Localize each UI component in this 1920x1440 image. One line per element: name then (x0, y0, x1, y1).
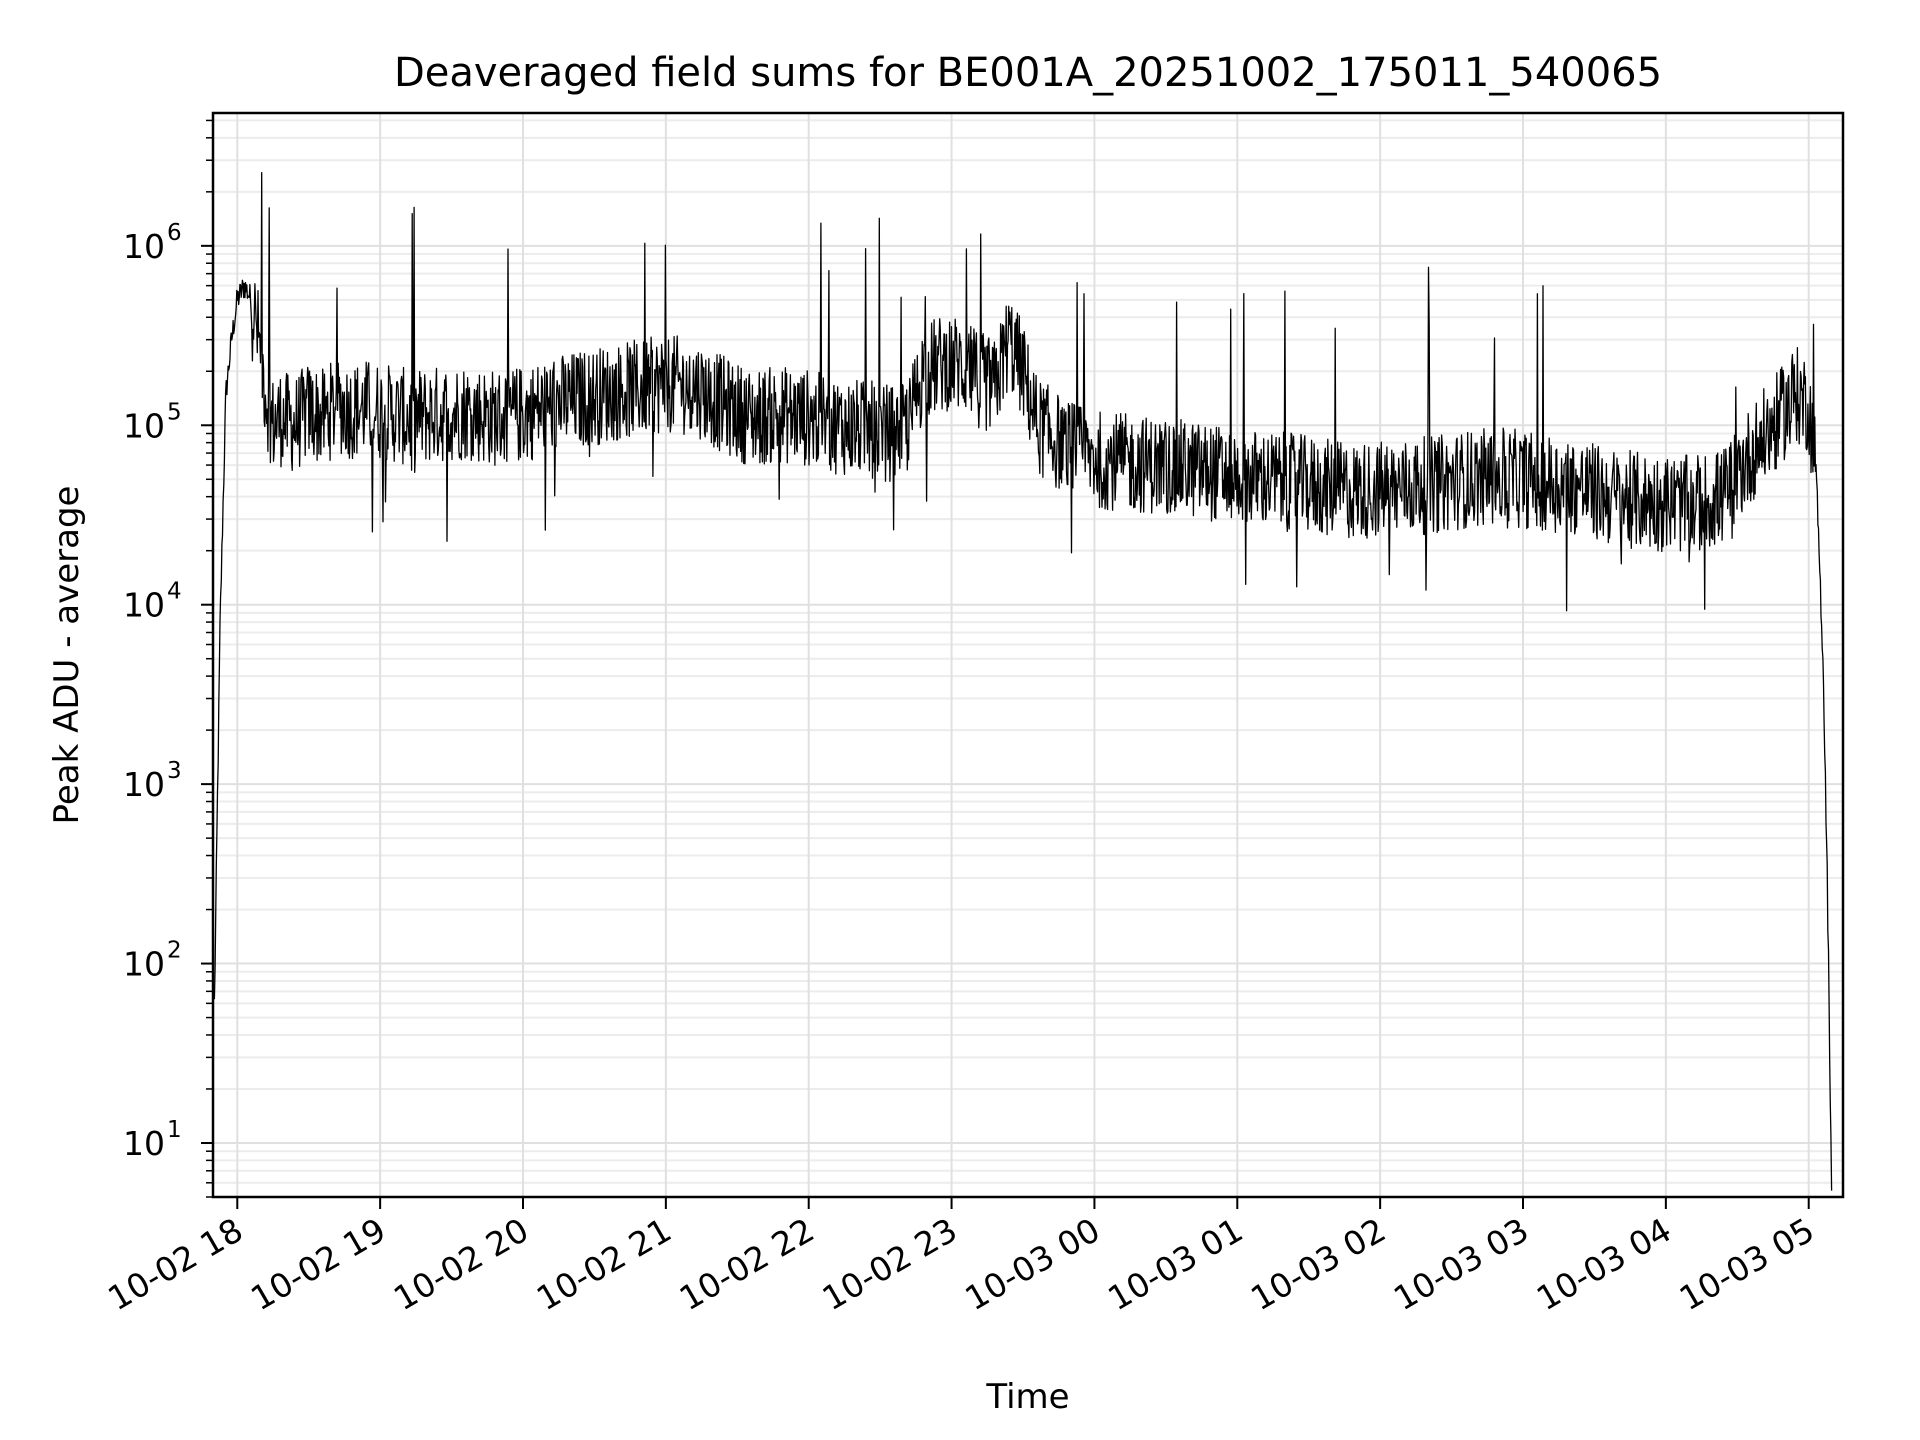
y-tick-label: 10 (123, 765, 165, 804)
series-line (213, 171, 1833, 1191)
y-tick-exponent: 2 (167, 938, 182, 964)
y-tick-label: 10 (123, 227, 165, 266)
y-tick-exponent: 6 (167, 220, 182, 246)
y-axis-label: Peak ADU - average (47, 486, 87, 825)
y-tick-label: 10 (123, 406, 165, 445)
y-tick-base: 10 (123, 227, 165, 266)
x-axis-label: Time (985, 1377, 1069, 1417)
y-tick-base: 10 (123, 586, 165, 625)
y-tick-base: 10 (123, 945, 165, 984)
y-tick-exponent: 4 (167, 579, 182, 605)
y-tick-exponent: 1 (167, 1117, 182, 1143)
y-tick-exponent: 5 (167, 399, 182, 425)
y-tick-label: 10 (123, 1124, 165, 1163)
y-tick-base: 10 (123, 765, 165, 804)
y-tick-base: 10 (123, 406, 165, 445)
y-tick-label: 10 (123, 945, 165, 984)
y-tick-label: 10 (123, 586, 165, 625)
y-tick-exponent: 3 (167, 758, 182, 784)
plot-frame (211, 111, 1845, 1199)
chart-title: Deaveraged field sums for BE001A_2025100… (394, 50, 1662, 96)
y-tick-base: 10 (123, 1124, 165, 1163)
